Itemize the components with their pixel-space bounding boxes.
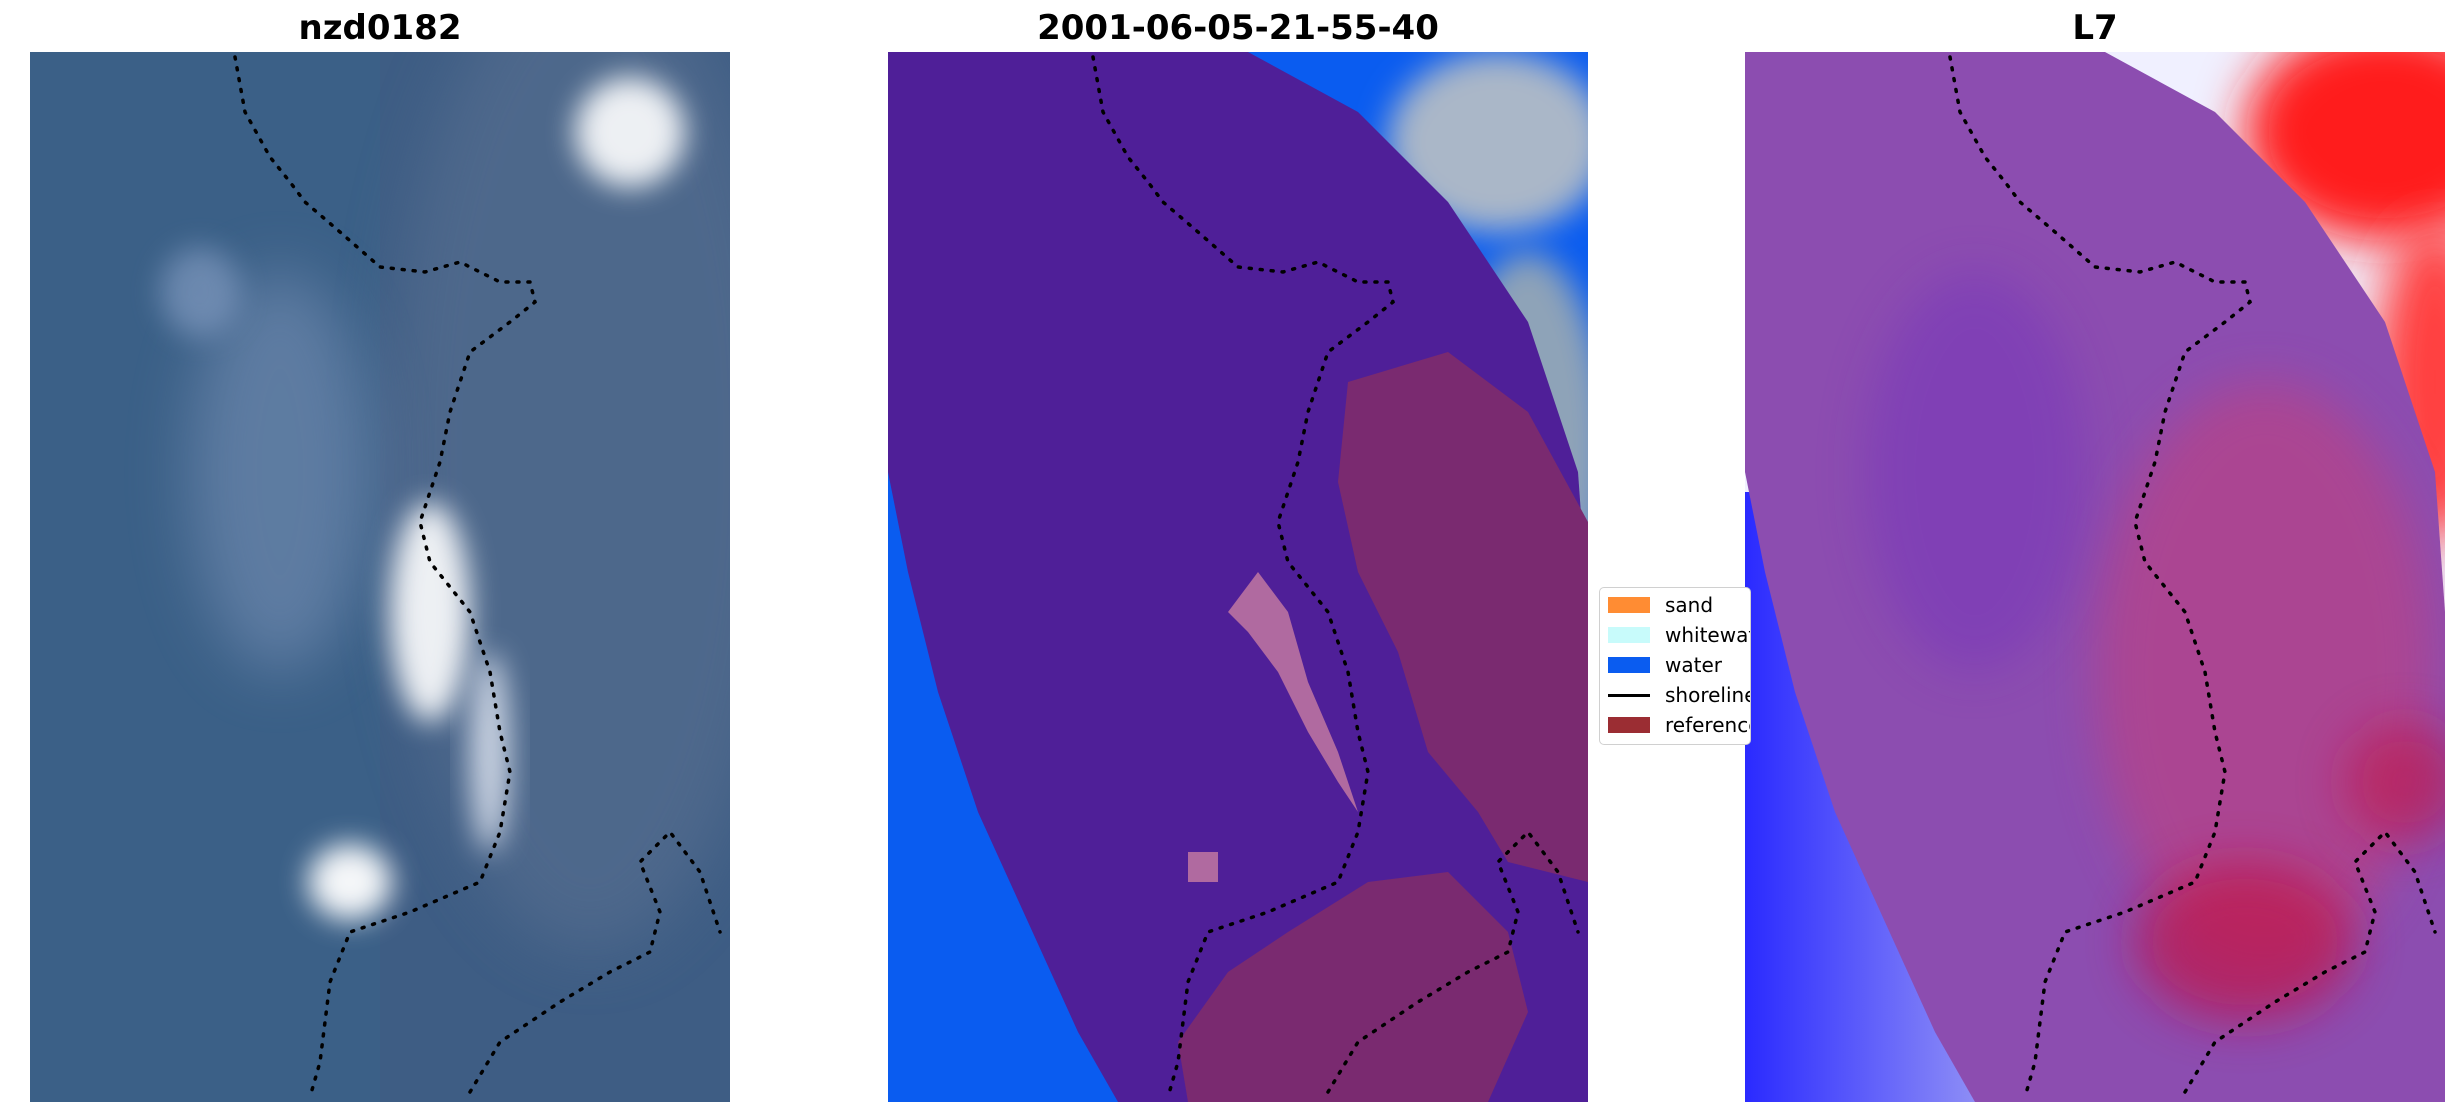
shoreline-overlay <box>233 55 722 1099</box>
shoreline-line-icon <box>1608 694 1650 697</box>
panel-title-classification: 2001-06-05-21-55-40 <box>1037 8 1439 48</box>
sand-swatch-icon <box>1608 597 1650 613</box>
whitewater-swatch-icon <box>1608 627 1650 643</box>
panel-title-image: nzd0182 <box>298 8 462 48</box>
rgb-image <box>30 52 730 1102</box>
reference-swatch-icon <box>1608 717 1650 733</box>
index-panel <box>1745 52 2445 1102</box>
water-swatch-icon <box>1608 657 1650 673</box>
index-image <box>1745 52 2445 1102</box>
shoreline-overlay <box>1948 55 2437 1099</box>
shoreline-overlay <box>1091 55 1580 1099</box>
classification-panel <box>888 52 1588 1102</box>
panel-title-index: L7 <box>2072 8 2118 48</box>
legend-label: water <box>1665 653 1722 677</box>
legend: sand whitewater water shoreline referenc… <box>1599 587 1751 745</box>
classification-image <box>888 52 1588 1102</box>
legend-label: shoreline <box>1665 683 1751 707</box>
legend-label: sand <box>1665 593 1714 617</box>
legend-label: reference <box>1665 713 1751 737</box>
rgb-image-panel <box>30 52 730 1102</box>
legend-label: whitewater <box>1665 623 1750 647</box>
